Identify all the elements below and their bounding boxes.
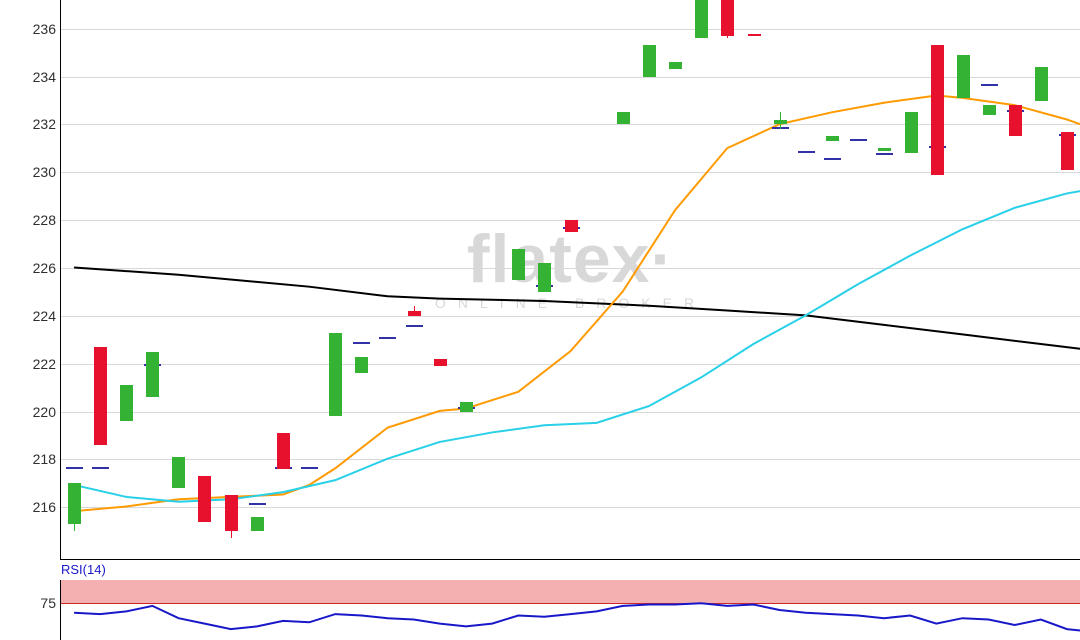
candle-body [94,347,107,445]
candle-body [1035,67,1048,101]
price-y-tick-label: 226 [33,260,56,276]
candle-body [617,112,630,124]
candle-body [434,359,447,366]
price-y-tick-label: 220 [33,404,56,420]
candle-body [251,517,264,531]
indicator-dash [379,337,396,339]
indicator-dash [981,84,998,86]
candle-body [669,62,682,69]
indicator-dash [301,467,318,469]
candle-body [748,34,761,36]
indicator-dash [798,151,815,153]
candle-body [1009,105,1022,136]
moving-average-lines [61,0,1080,559]
candle-body [277,433,290,469]
candle-body [408,311,421,316]
candle-body [983,105,996,115]
indicator-dash [353,342,370,344]
candle-body [198,476,211,521]
candle-body [565,220,578,232]
rsi-line [61,580,1080,640]
rsi-panel[interactable] [60,580,1080,640]
candle-body [695,0,708,38]
indicator-dash [92,467,109,469]
candle-body [146,352,159,397]
candle-body [538,263,551,292]
candle-body [120,385,133,421]
price-chart-panel[interactable]: flatex· ONLINE BROKER [60,0,1080,560]
price-y-tick-label: 234 [33,69,56,85]
candle-body [225,495,238,531]
ma-line-slow [74,268,1080,349]
price-y-tick-label: 232 [33,116,56,132]
candle-body [1061,132,1074,170]
price-y-tick-label: 224 [33,308,56,324]
indicator-dash [249,503,266,505]
candle-body [878,148,891,150]
candle-body [931,45,944,174]
price-y-tick-label: 216 [33,499,56,515]
candle-body [68,483,81,524]
candle-body [355,357,368,374]
candle-body [172,457,185,488]
price-y-tick-label: 230 [33,164,56,180]
indicator-dash [876,153,893,155]
candle-body [643,45,656,76]
indicator-dash [850,139,867,141]
price-y-tick-label: 218 [33,451,56,467]
candle-body [774,120,787,125]
indicator-dash [824,158,841,160]
candle-body [905,112,918,153]
indicator-dash [406,325,423,327]
ma-line-fast [74,191,1080,502]
rsi-polyline [74,603,1080,630]
price-y-tick-label: 228 [33,212,56,228]
candle-body [957,55,970,98]
candle-body [512,249,525,280]
price-y-tick-label: 236 [33,21,56,37]
rsi-indicator-label: RSI(14) [61,562,106,577]
indicator-dash [66,467,83,469]
candle-body [460,402,473,412]
price-y-tick-label: 222 [33,356,56,372]
candle-body [721,0,734,36]
candle-body [826,136,839,141]
rsi-y-tick-label: 75 [40,595,56,611]
candle-body [329,333,342,417]
